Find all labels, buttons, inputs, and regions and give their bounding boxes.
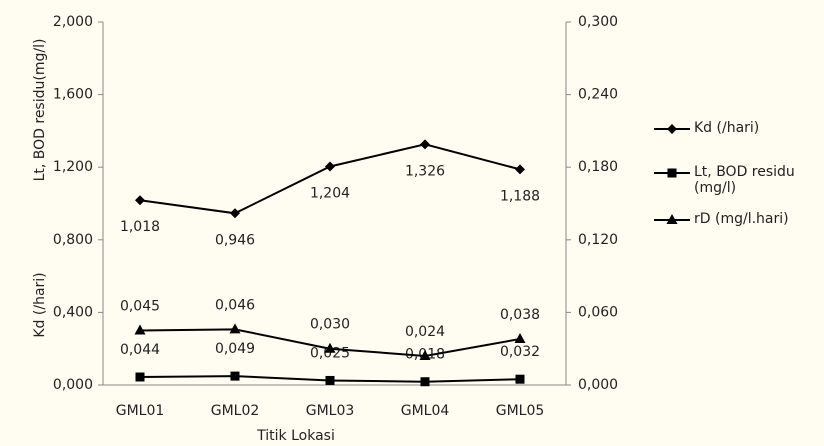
legend-marker — [667, 124, 677, 134]
data-label: 0,049 — [215, 341, 255, 357]
data-label: 0,038 — [500, 307, 540, 323]
legend-label: Kd (/hari) — [694, 120, 760, 136]
data-label: 1,188 — [500, 188, 540, 204]
y2-tick-label: 0,300 — [578, 14, 618, 30]
data-point — [135, 372, 145, 382]
legend-marker — [666, 214, 678, 224]
x-tick-label: GML05 — [496, 403, 545, 419]
legend-icon — [654, 168, 690, 178]
y2-tick-label: 0,060 — [578, 304, 618, 320]
data-point — [229, 323, 241, 334]
x-tick-label: GML02 — [211, 403, 260, 419]
data-point — [325, 161, 335, 172]
data-point — [514, 333, 526, 344]
data-label: 1,326 — [405, 163, 445, 179]
y2-tick-label: 0,120 — [578, 232, 618, 248]
data-point — [230, 371, 240, 381]
data-point — [515, 164, 525, 175]
series-line — [139, 143, 521, 215]
legend-item: Kd (/hari) — [654, 120, 824, 138]
data-label: 0,030 — [310, 317, 350, 333]
y-tick-label: 0,400 — [53, 304, 93, 320]
data-label: 0,032 — [500, 344, 540, 360]
data-label: 0,045 — [120, 299, 160, 315]
legend-item: rD (mg/l.hari) — [654, 211, 824, 229]
x-tick-label: GML03 — [306, 403, 355, 419]
y2-tick-label: 0,000 — [578, 377, 618, 393]
y-tick-label: 0,000 — [53, 377, 93, 393]
data-point — [420, 377, 430, 387]
data-label: 1,018 — [120, 219, 160, 235]
data-label: 0,946 — [215, 232, 255, 248]
data-label: 0,046 — [215, 297, 255, 313]
data-point — [230, 208, 240, 219]
y2-tick-label: 0,240 — [578, 87, 618, 103]
y-axis-title-2: Kd (/hari) — [32, 272, 48, 337]
x-axis-title: Titik Lokasi — [256, 428, 335, 444]
y-tick-label: 2,000 — [53, 14, 93, 30]
y-tick-label: 1,200 — [53, 159, 93, 175]
data-point — [135, 195, 145, 206]
y2-tick-label: 0,180 — [578, 159, 618, 175]
data-point — [325, 375, 335, 385]
data-point — [420, 139, 430, 150]
legend-marker — [667, 168, 677, 178]
legend-item: Lt, BOD residu (mg/l) — [654, 164, 824, 196]
x-tick-label: GML04 — [401, 403, 450, 419]
data-point — [324, 342, 336, 353]
y-axis-title: Lt, BOD residu(mg/l) — [32, 39, 48, 182]
legend-icon — [654, 124, 690, 134]
data-label: 0,024 — [405, 324, 445, 340]
x-tick-label: GML01 — [116, 403, 165, 419]
y-tick-label: 1,600 — [53, 87, 93, 103]
data-label: 0,044 — [120, 342, 160, 358]
data-point — [134, 324, 146, 335]
legend-label: Lt, BOD residu (mg/l) — [694, 164, 795, 196]
legend-icon — [654, 214, 690, 224]
data-point — [419, 349, 431, 360]
data-point — [515, 374, 525, 384]
data-label: 1,204 — [310, 185, 350, 201]
y-tick-label: 0,800 — [53, 232, 93, 248]
legend-label: rD (mg/l.hari) — [694, 211, 789, 227]
